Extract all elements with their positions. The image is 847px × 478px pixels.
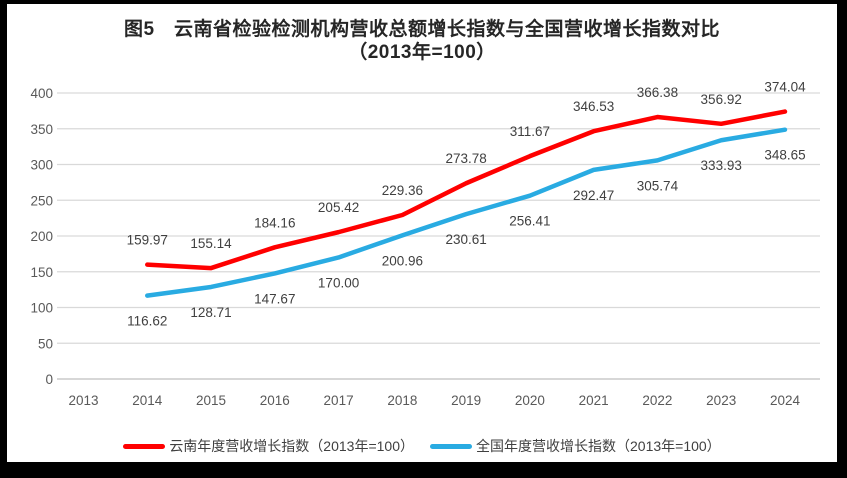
line-chart-plot: 0 50 100 150 200 250 300 350 400 2013 2014 2015 2016… xyxy=(30,80,820,408)
yunnan-line-swatch-icon xyxy=(123,443,166,449)
chart-title-line2: （2013年=100） xyxy=(348,42,496,63)
series-line-national xyxy=(145,127,788,298)
y-tick-label: 350 xyxy=(30,122,53,137)
data-label-yunnan: 159.97 xyxy=(127,233,168,248)
data-label-yunnan: 374.04 xyxy=(764,80,806,95)
data-label-yunnan: 346.53 xyxy=(573,99,614,114)
chart-title: 图5 云南省检验检测机构营收总额增长指数与全国营收增长指数对比 （2013年=1… xyxy=(7,18,837,64)
data-label-national: 348.65 xyxy=(764,148,805,163)
data-label-yunnan: 356.92 xyxy=(701,92,742,107)
legend-label-yunnan: 云南年度营收增长指数（2013年=100） xyxy=(169,438,414,454)
legend-label-national: 全国年度营收增长指数（2013年=100） xyxy=(476,438,721,454)
data-label-yunnan: 229.36 xyxy=(382,183,423,198)
data-label-yunnan: 184.16 xyxy=(254,215,295,230)
y-tick-label: 0 xyxy=(45,372,53,387)
chart-card: 图5 云南省检验检测机构营收总额增长指数与全国营收增长指数对比 （2013年=1… xyxy=(7,4,837,462)
x-tick-label: 2019 xyxy=(451,393,481,408)
x-tick-label: 2014 xyxy=(132,393,163,408)
y-tick-label: 100 xyxy=(30,301,53,316)
data-label-yunnan: 366.38 xyxy=(637,85,678,100)
data-label-yunnan: 311.67 xyxy=(510,124,550,139)
chart-legend: 云南年度营收增长指数（2013年=100） 全国年度营收增长指数（2013年=1… xyxy=(7,436,837,456)
x-tick-label: 2020 xyxy=(515,393,545,408)
x-tick-label: 2017 xyxy=(324,393,354,408)
x-tick-label: 2024 xyxy=(770,393,801,408)
x-tick-label: 2021 xyxy=(579,393,609,408)
y-tick-label: 400 xyxy=(30,86,53,101)
x-tick-label: 2023 xyxy=(706,393,736,408)
data-label-yunnan: 205.42 xyxy=(318,200,359,215)
chart-title-line1: 图5 云南省检验检测机构营收总额增长指数与全国营收增长指数对比 xyxy=(123,19,721,40)
legend-item-yunnan: 云南年度营收增长指数（2013年=100） xyxy=(123,436,414,456)
national-line-swatch-icon xyxy=(430,443,472,449)
data-label-national: 333.93 xyxy=(701,158,742,173)
series-line-yunnan xyxy=(145,109,788,271)
data-label-national: 305.74 xyxy=(637,178,679,193)
x-tick-label: 2018 xyxy=(387,393,417,408)
y-tick-label: 50 xyxy=(38,336,53,351)
data-label-national: 128.71 xyxy=(190,305,231,320)
data-label-national: 116.62 xyxy=(127,314,167,329)
data-label-national: 170.00 xyxy=(318,275,359,290)
data-label-national: 230.61 xyxy=(445,232,486,247)
y-tick-label: 250 xyxy=(30,193,53,208)
y-tick-label: 300 xyxy=(30,158,53,173)
data-label-national: 292.47 xyxy=(573,188,614,203)
data-label-national: 200.96 xyxy=(382,253,423,268)
x-tick-label: 2016 xyxy=(260,393,290,408)
x-tick-label: 2013 xyxy=(68,393,98,408)
data-label-yunnan: 155.14 xyxy=(190,236,232,251)
x-tick-label: 2022 xyxy=(642,393,672,408)
y-tick-label: 200 xyxy=(30,229,53,244)
x-tick-label: 2015 xyxy=(196,393,226,408)
data-label-national: 256.41 xyxy=(509,214,550,229)
data-label-national: 147.67 xyxy=(254,291,295,306)
data-label-yunnan: 273.78 xyxy=(445,151,486,166)
y-tick-label: 150 xyxy=(30,265,53,280)
legend-item-national: 全国年度营收增长指数（2013年=100） xyxy=(430,436,721,456)
